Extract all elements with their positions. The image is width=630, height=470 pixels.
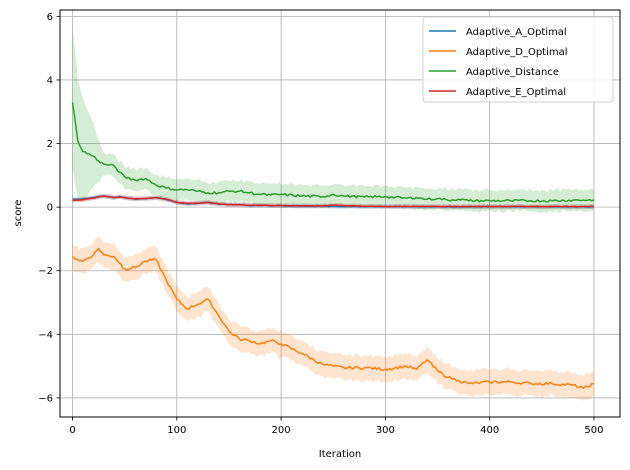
legend-box	[422, 16, 614, 103]
y-tick-label: 0	[47, 203, 53, 214]
x-axis-label: Iteration	[319, 449, 361, 460]
x-tick-label: 100	[167, 425, 186, 436]
legend-label: Adaptive_E_Optimal	[466, 87, 566, 98]
y-tick-label: 6	[47, 12, 53, 23]
series-lines	[71, 102, 595, 390]
x-tick-label: 500	[584, 425, 603, 436]
y-tick-label: −2	[38, 266, 53, 277]
x-axis-ticks: 0 100 200 300 400 500	[69, 417, 603, 436]
legend-item-adaptive-a-optimal: Adaptive_A_Optimal	[429, 27, 567, 38]
legend-item-adaptive-d-optimal: Adaptive_D_Optimal	[429, 47, 568, 58]
legend-item-adaptive-e-optimal: Adaptive_E_Optimal	[429, 87, 566, 98]
y-tick-label: 4	[47, 75, 53, 86]
y-axis-label: score	[13, 200, 24, 227]
y-tick-label: 2	[47, 139, 53, 150]
legend-item-adaptive-distance: Adaptive_Distance	[429, 67, 559, 78]
legend: Adaptive_A_Optimal Adaptive_D_Optimal Ad…	[422, 16, 614, 103]
y-tick-label: −4	[38, 330, 53, 341]
confidence-band	[72, 28, 594, 214]
legend-label: Adaptive_D_Optimal	[466, 47, 568, 58]
axes-frame	[59, 9, 621, 418]
series-line-adaptive-d-optimal	[71, 247, 594, 390]
y-tick-label: −6	[38, 393, 53, 404]
series-line-adaptive-distance	[71, 102, 595, 203]
confidence-band	[72, 193, 594, 210]
confidence-band	[72, 194, 594, 210]
series-line-adaptive-e-optimal	[72, 195, 594, 208]
x-tick-label: 200	[272, 425, 291, 436]
x-tick-label: 0	[69, 425, 75, 436]
y-axis-ticks: −6 −4 −2 0 2 4 6	[38, 12, 60, 404]
x-tick-label: 300	[376, 425, 395, 436]
legend-label: Adaptive_A_Optimal	[466, 27, 567, 38]
legend-label: Adaptive_Distance	[466, 67, 559, 78]
x-tick-label: 400	[480, 425, 499, 436]
